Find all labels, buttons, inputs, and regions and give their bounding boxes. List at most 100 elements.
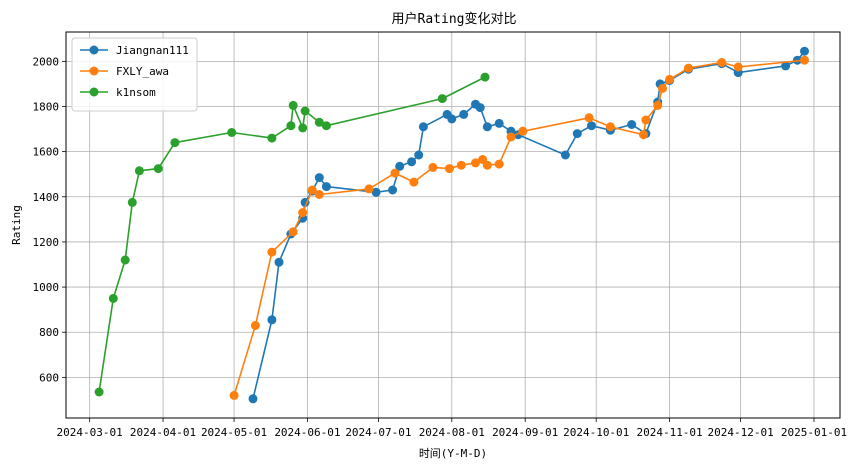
- data-point-k1nsom: [480, 72, 490, 82]
- data-point-k1nsom: [437, 94, 447, 104]
- x-tick-label: 2024-12-01: [707, 426, 773, 439]
- data-point-jiangnan111: [781, 61, 791, 71]
- data-point-k1nsom: [267, 133, 277, 143]
- data-point-fxly-awa: [639, 130, 648, 140]
- data-point-k1nsom: [170, 138, 180, 148]
- y-tick-label: 1200: [33, 236, 60, 249]
- x-tick-label: 2024-09-01: [492, 426, 558, 439]
- data-point-fxly-awa: [298, 208, 308, 218]
- data-point-fxly-awa: [428, 162, 438, 172]
- data-point-k1nsom: [300, 106, 310, 116]
- legend-label: k1nsom: [116, 86, 156, 99]
- data-point-fxly-awa: [584, 113, 594, 123]
- data-point-jiangnan111: [248, 394, 258, 404]
- data-point-fxly-awa: [307, 185, 317, 195]
- data-point-fxly-awa: [717, 58, 727, 67]
- data-point-jiangnan111: [388, 185, 398, 195]
- data-point-jiangnan111: [418, 122, 428, 132]
- data-point-jiangnan111: [321, 182, 331, 192]
- series-k1nsom: [94, 72, 490, 397]
- data-point-fxly-awa: [641, 115, 651, 125]
- data-point-fxly-awa: [506, 132, 516, 142]
- series-fxly-awa: [229, 55, 809, 400]
- y-tick-label: 2000: [33, 55, 60, 68]
- data-point-k1nsom: [298, 123, 308, 133]
- legend-label: Jiangnan111: [116, 44, 189, 57]
- data-point-fxly-awa: [800, 55, 809, 65]
- x-tick-label: 2024-04-01: [130, 426, 196, 439]
- y-axis-ticks: 600 800 1000 1200 1400 1600 1800 2000: [33, 55, 66, 384]
- data-point-fxly-awa: [471, 158, 480, 168]
- data-point-k1nsom: [153, 164, 163, 174]
- data-point-k1nsom: [314, 117, 324, 127]
- data-point-fxly-awa: [314, 190, 324, 199]
- data-point-k1nsom: [127, 197, 137, 207]
- data-point-jiangnan111: [371, 187, 381, 197]
- data-point-jiangnan111: [482, 122, 492, 132]
- data-point-k1nsom: [288, 100, 298, 110]
- data-point-fxly-awa: [267, 247, 277, 257]
- data-point-fxly-awa: [684, 63, 693, 73]
- x-axis-ticks: 2024-03-01 2024-04-01 2024-05-01 2024-06-01…: [57, 418, 847, 439]
- y-tick-label: 1400: [33, 191, 60, 204]
- x-tick-label: 2024-06-01: [274, 426, 340, 439]
- data-point-fxly-awa: [288, 227, 298, 237]
- data-point-jiangnan111: [627, 120, 637, 129]
- data-point-fxly-awa: [390, 168, 400, 178]
- data-point-fxly-awa: [456, 160, 466, 170]
- legend-marker: [89, 66, 99, 76]
- data-point-k1nsom: [227, 128, 237, 137]
- data-point-jiangnan111: [314, 173, 324, 183]
- data-point-fxly-awa: [665, 74, 675, 84]
- x-tick-label: 2024-07-01: [345, 426, 411, 439]
- data-point-fxly-awa: [250, 321, 260, 330]
- data-point-jiangnan111: [560, 150, 570, 160]
- legend-label: FXLY_awa: [116, 65, 169, 78]
- data-point-fxly-awa: [518, 126, 528, 136]
- y-tick-label: 1000: [33, 281, 60, 294]
- chart-title: 用户Rating变化对比: [392, 11, 517, 27]
- data-point-fxly-awa: [229, 390, 239, 400]
- data-point-jiangnan111: [459, 109, 469, 119]
- data-point-fxly-awa: [733, 62, 743, 72]
- data-point-jiangnan111: [475, 103, 485, 113]
- y-axis-label: Rating: [10, 205, 23, 245]
- y-tick-label: 1600: [33, 146, 60, 159]
- x-tick-label: 2024-03-01: [57, 426, 123, 439]
- y-tick-label: 800: [39, 326, 59, 339]
- data-point-jiangnan111: [274, 257, 284, 267]
- legend: Jiangnan111 FXLY_awa k1nsom: [71, 37, 198, 112]
- data-point-k1nsom: [108, 293, 118, 303]
- legend-marker: [89, 87, 99, 97]
- data-point-jiangnan111: [494, 118, 504, 128]
- x-tick-label: 2025-01-01: [781, 426, 847, 439]
- data-point-fxly-awa: [658, 83, 667, 93]
- x-tick-label: 2024-05-01: [201, 426, 267, 439]
- legend-marker: [89, 45, 99, 55]
- data-point-fxly-awa: [409, 177, 419, 187]
- data-point-fxly-awa: [444, 164, 454, 174]
- y-tick-label: 600: [39, 371, 59, 384]
- data-point-fxly-awa: [364, 184, 374, 194]
- data-point-jiangnan111: [587, 121, 596, 131]
- x-tick-label: 2024-11-01: [636, 426, 702, 439]
- data-point-jiangnan111: [395, 161, 405, 171]
- data-point-k1nsom: [94, 387, 104, 397]
- data-point-k1nsom: [286, 121, 296, 131]
- data-point-jiangnan111: [800, 46, 809, 56]
- data-point-fxly-awa: [653, 100, 663, 110]
- data-point-jiangnan111: [447, 114, 457, 124]
- data-point-jiangnan111: [572, 129, 582, 139]
- data-point-jiangnan111: [267, 315, 277, 325]
- x-axis-label: 时间(Y-M-D): [419, 447, 487, 460]
- grid: [66, 32, 840, 418]
- data-point-k1nsom: [120, 255, 130, 265]
- series-layer: [94, 46, 809, 404]
- data-point-jiangnan111: [407, 157, 417, 167]
- x-tick-label: 2024-08-01: [419, 426, 485, 439]
- data-point-k1nsom: [321, 121, 331, 131]
- data-point-fxly-awa: [482, 160, 492, 170]
- plot-frame: [65, 31, 841, 419]
- y-tick-label: 1800: [33, 100, 60, 113]
